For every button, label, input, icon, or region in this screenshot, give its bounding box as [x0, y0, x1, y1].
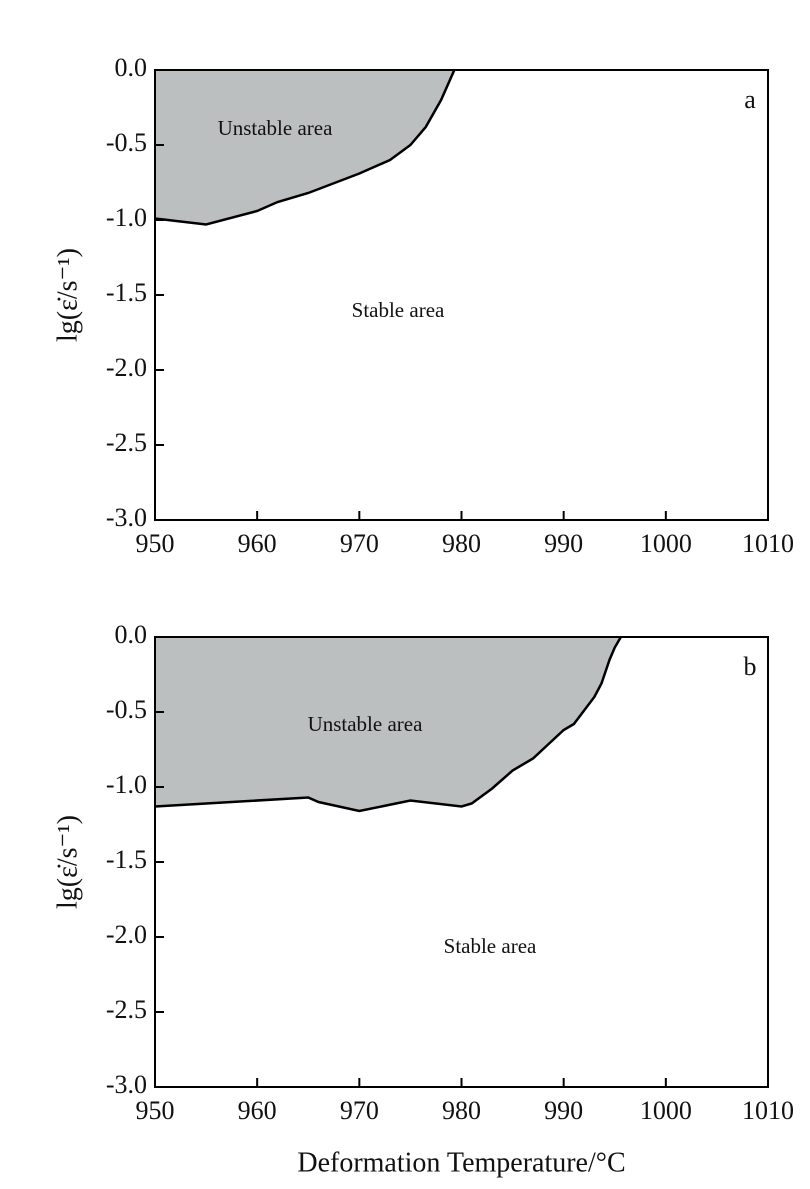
x-tick-label: 990 [544, 529, 583, 558]
x-tick-label: 1000 [640, 1096, 692, 1125]
y-axis-label: lg(ε̇/s⁻¹) [52, 248, 83, 342]
x-tick-label: 970 [340, 1096, 379, 1125]
y-tick-label: -1.5 [106, 278, 147, 307]
x-tick-label: 950 [136, 529, 175, 558]
y-tick-label: -1.0 [106, 770, 147, 799]
area-label: Stable area [444, 934, 537, 958]
unstable-fill [155, 70, 455, 225]
y-tick-label: 0.0 [115, 53, 148, 82]
x-axis-label: Deformation Temperature/°C [297, 1147, 625, 1178]
y-tick-label: -2.0 [106, 920, 147, 949]
x-tick-label: 980 [442, 529, 481, 558]
panel-label: b [744, 652, 757, 681]
x-tick-label: 960 [238, 1096, 277, 1125]
x-tick-label: 980 [442, 1096, 481, 1125]
y-tick-label: 0.0 [115, 620, 148, 649]
x-tick-label: 960 [238, 529, 277, 558]
x-tick-label: 970 [340, 529, 379, 558]
x-tick-label: 1010 [742, 529, 794, 558]
unstable-fill [155, 637, 621, 811]
y-tick-label: -0.5 [106, 695, 147, 724]
area-label: Unstable area [218, 116, 334, 140]
boundary-line [154, 636, 622, 813]
y-tick-label: -1.0 [106, 203, 147, 232]
panel-label: a [744, 85, 756, 114]
y-tick-label: -0.5 [106, 128, 147, 157]
boundary-line [154, 69, 456, 226]
y-tick-label: -2.5 [106, 995, 147, 1024]
x-tick-label: 1010 [742, 1096, 794, 1125]
y-axis-label: lg(ε̇/s⁻¹) [52, 815, 83, 909]
y-tick-label: -2.0 [106, 353, 147, 382]
x-tick-label: 1000 [640, 529, 692, 558]
area-label: Stable area [352, 298, 445, 322]
x-tick-label: 950 [136, 1096, 175, 1125]
y-tick-label: -2.5 [106, 428, 147, 457]
x-tick-label: 990 [544, 1096, 583, 1125]
area-label: Unstable area [308, 712, 424, 736]
y-tick-label: -3.0 [106, 1070, 147, 1099]
y-tick-label: -1.5 [106, 845, 147, 874]
y-tick-label: -3.0 [106, 503, 147, 532]
